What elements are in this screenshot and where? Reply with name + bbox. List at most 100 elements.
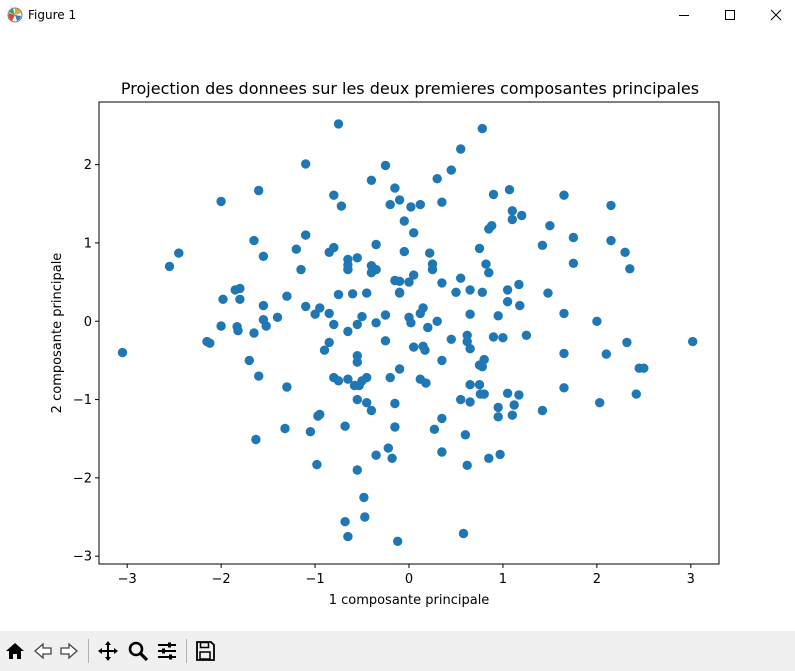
scatter-point [406, 318, 416, 328]
save-icon [196, 641, 215, 661]
scatter-point [606, 200, 616, 211]
scatter-point [502, 297, 513, 307]
scatter-point [216, 321, 226, 331]
y-axis-ticks: −3 −2 −1 0 1 2 [73, 158, 99, 565]
chart-title: Projection des donnees sur les deux prem… [121, 79, 699, 98]
minimize-button[interactable] [661, 0, 707, 30]
scatter-point [352, 357, 362, 367]
scatter-point [324, 337, 334, 348]
scatter-point [415, 199, 425, 210]
forward-button[interactable] [56, 638, 82, 664]
scatter-point [559, 383, 569, 393]
scatter-point [481, 259, 491, 269]
minimize-icon [679, 15, 689, 16]
scatter-point [465, 397, 475, 407]
scatter-point [488, 189, 499, 200]
scatter-point [305, 427, 316, 437]
scatter-point [432, 174, 442, 184]
scatter-point [301, 159, 311, 169]
scatter-point [420, 345, 430, 355]
scatter-point [437, 413, 447, 424]
scatter-point [362, 398, 372, 408]
zoom-button[interactable] [125, 638, 151, 664]
scatter-point [393, 536, 403, 546]
scatter-point [437, 355, 447, 366]
y-tick-label: −1 [73, 393, 92, 408]
scatter-point [251, 434, 261, 445]
scatter-point [282, 382, 292, 392]
scatter-point [474, 380, 485, 390]
scatter-point [559, 308, 569, 319]
scatter-point [488, 332, 499, 342]
scatter-point [301, 230, 311, 240]
scatter-chart: Projection des donnees sur les deux prem… [50, 79, 720, 608]
scatter-point [465, 380, 475, 390]
scatter-point [371, 318, 381, 328]
scatter-point [244, 355, 254, 366]
home-button[interactable] [2, 638, 28, 664]
x-axis-ticks: −3 −2 −1 0 1 2 3 [118, 564, 695, 587]
configure-subplots-button[interactable] [154, 638, 180, 664]
scatter-point [543, 288, 553, 298]
scatter-point [639, 363, 649, 373]
window-titlebar: Figure 1 [0, 0, 795, 30]
scatter-point [313, 411, 323, 421]
scatter-point [280, 423, 290, 434]
scatter-point [357, 311, 367, 322]
scatter-point [352, 394, 362, 405]
scatter-point [446, 334, 456, 344]
home-icon [6, 643, 24, 659]
y-tick-label: 1 [84, 236, 92, 251]
forward-icon [60, 642, 78, 660]
scatter-point [399, 216, 409, 226]
scatter-point [479, 389, 489, 399]
scatter-point [291, 244, 301, 254]
scatter-point [477, 123, 487, 134]
back-button[interactable] [30, 638, 56, 664]
scatter-point [380, 336, 391, 346]
scatter-point [312, 459, 322, 470]
scatter-point [437, 278, 447, 288]
scatter-point [460, 430, 471, 440]
x-tick-label: −2 [212, 572, 231, 587]
scatter-point [493, 402, 503, 413]
y-tick-label: −3 [73, 550, 92, 565]
scatter-point [622, 337, 632, 348]
scatter-point [502, 388, 513, 398]
scatter-point [387, 453, 397, 463]
scatter-point [515, 300, 525, 311]
scatter-point [282, 291, 292, 301]
scatter-point [559, 348, 569, 359]
configure-subplots-icon [158, 642, 176, 660]
close-button[interactable] [753, 0, 795, 30]
scatter-point [484, 453, 494, 463]
scatter-point [521, 330, 532, 340]
scatter-point [456, 273, 466, 283]
save-button[interactable] [192, 638, 218, 664]
scatter-point [249, 235, 259, 246]
scatter-point [456, 394, 466, 405]
scatter-point [261, 321, 271, 331]
pan-button[interactable] [95, 638, 121, 664]
scatter-point [465, 285, 475, 295]
scatter-point [458, 528, 469, 539]
x-tick-label: −3 [118, 572, 137, 587]
scatter-point [507, 214, 517, 225]
scatter-point [340, 421, 350, 431]
figure-canvas: Projection des donnees sur les deux prem… [0, 30, 795, 631]
scatter-point [484, 268, 494, 278]
scatter-point [517, 210, 527, 221]
scatter-point [432, 316, 442, 326]
scatter-point [333, 119, 344, 129]
scatter-point [385, 372, 395, 383]
maximize-button[interactable] [707, 0, 753, 30]
scatter-point [343, 531, 353, 542]
scatter-point [254, 185, 264, 196]
scatter-point [625, 264, 635, 274]
scatter-point [446, 165, 456, 175]
scatter-point [595, 398, 605, 408]
scatter-point [296, 264, 306, 275]
scatter-point [380, 310, 391, 320]
scatter-point [474, 243, 485, 254]
scatter-point [425, 248, 435, 258]
